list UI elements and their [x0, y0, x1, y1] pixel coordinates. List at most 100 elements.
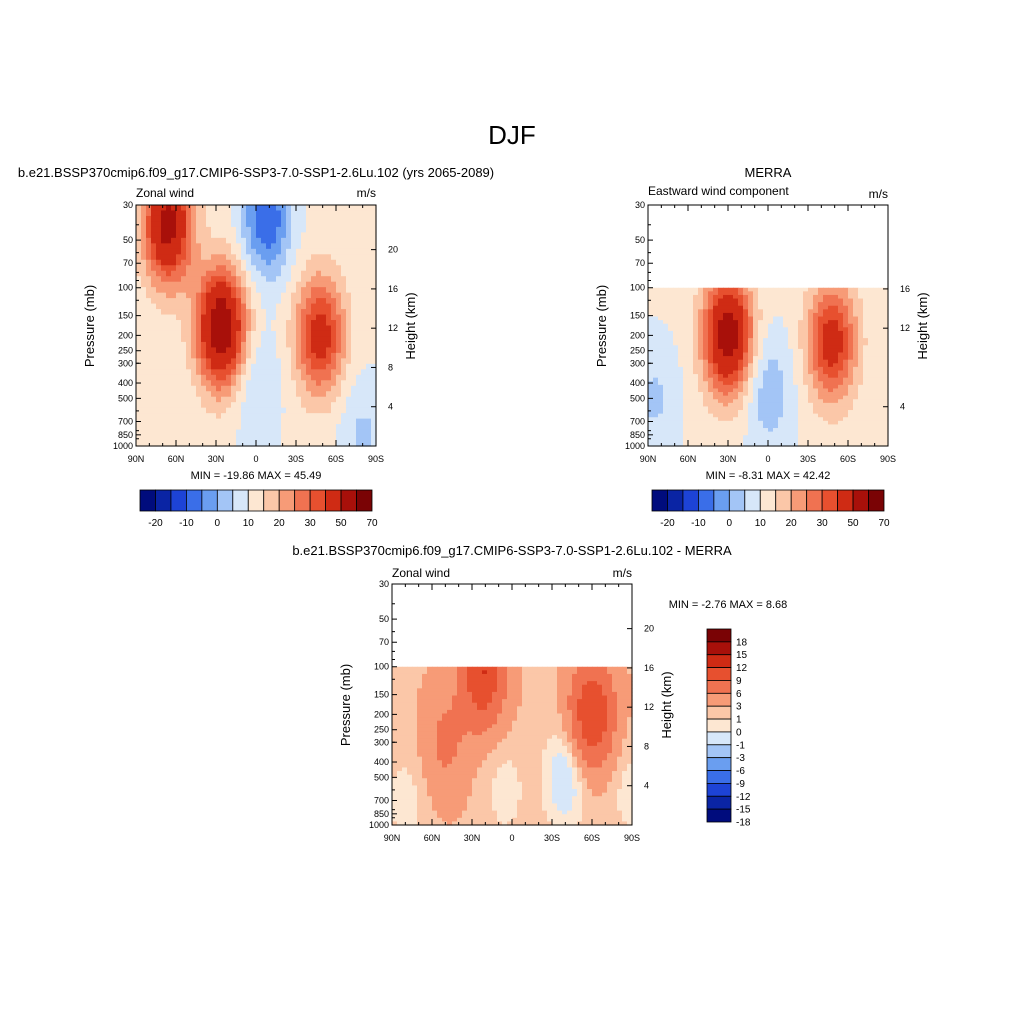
contour-cell	[432, 720, 438, 725]
contour-cell	[798, 316, 804, 321]
contour-cell	[698, 316, 704, 321]
contour-cell	[351, 330, 357, 338]
contour-cell	[136, 276, 142, 283]
contour-cell	[838, 352, 844, 357]
contour-cell	[161, 418, 167, 425]
contour-cell	[236, 369, 242, 376]
contour-cell	[748, 377, 754, 382]
contour-cell	[346, 440, 352, 447]
contour-cell	[141, 352, 147, 359]
contour-cell	[206, 309, 212, 316]
contour-cell	[678, 287, 684, 292]
contour-cell	[783, 291, 789, 296]
contour-cell	[221, 287, 227, 294]
contour-cell	[241, 270, 247, 277]
contour-cell	[728, 417, 734, 422]
contour-cell	[271, 363, 277, 370]
contour-cell	[351, 215, 357, 223]
contour-cell	[366, 418, 372, 425]
contour-cell	[778, 395, 784, 400]
contour-cell	[407, 771, 413, 776]
contour-cell	[863, 370, 869, 375]
contour-cell	[683, 402, 689, 408]
contour-cell	[206, 265, 212, 272]
contour-cell	[688, 395, 694, 400]
contour-cell	[196, 287, 202, 294]
contour-cell	[778, 348, 784, 354]
contour-cell	[868, 413, 874, 418]
contour-cell	[723, 309, 729, 314]
contour-cell	[186, 418, 192, 425]
contour-cell	[883, 330, 889, 336]
contour-cell	[668, 298, 674, 303]
contour-cell	[296, 226, 302, 233]
contour-cell	[668, 442, 674, 447]
contour-cell	[437, 699, 443, 704]
contour-cell	[211, 309, 217, 316]
contour-cell	[808, 334, 814, 339]
contour-cell	[442, 760, 448, 765]
contour-cell	[417, 753, 423, 758]
contour-cell	[432, 691, 438, 697]
contour-cell	[191, 298, 197, 305]
contour-cell	[306, 413, 312, 420]
contour-cell	[728, 410, 734, 415]
contour-cell	[251, 232, 257, 239]
contour-cell	[683, 291, 689, 296]
contour-cell	[668, 359, 674, 364]
contour-cell	[321, 226, 327, 233]
contour-cell	[311, 402, 317, 409]
contour-cell	[392, 753, 398, 758]
contour-cell	[371, 435, 377, 442]
contour-cell	[748, 356, 754, 361]
contour-cell	[442, 666, 448, 671]
contour-cell	[783, 384, 789, 390]
contour-cell	[673, 413, 679, 418]
contour-cell	[321, 259, 327, 266]
contour-cell	[723, 327, 729, 332]
contour-cell	[793, 323, 799, 328]
contour-cell	[713, 406, 719, 411]
contour-cell	[286, 374, 292, 381]
contour-cell	[141, 226, 147, 233]
contour-cell	[397, 785, 403, 790]
contour-cell	[336, 243, 342, 250]
contour-cell	[863, 294, 869, 300]
contour-cell	[341, 270, 347, 277]
contour-cell	[848, 442, 854, 447]
contour-cell	[788, 312, 794, 318]
contour-cell	[803, 381, 809, 386]
contour-cell	[181, 205, 187, 212]
contour-cell	[763, 298, 769, 303]
contour-cell	[442, 699, 448, 704]
contour-cell	[397, 774, 403, 779]
contour-cell	[728, 352, 734, 357]
contour-cell	[146, 352, 152, 359]
contour-cell	[788, 374, 794, 379]
contour-cell	[171, 320, 177, 327]
contour-cell	[683, 413, 689, 418]
contour-cell	[316, 254, 322, 261]
contour-cell	[878, 309, 884, 314]
contour-cell	[863, 287, 869, 292]
contour-cell	[858, 381, 864, 386]
contour-cell	[763, 363, 769, 368]
contour-cell	[858, 291, 864, 296]
contour-cell	[266, 292, 272, 299]
contour-cell	[733, 413, 739, 418]
contour-cell	[221, 215, 227, 223]
contour-cell	[803, 377, 809, 382]
contour-cell	[276, 314, 282, 321]
contour-cell	[422, 789, 428, 794]
contour-cell	[286, 320, 292, 327]
contour-cell	[873, 413, 879, 418]
contour-cell	[723, 370, 729, 375]
contour-cell	[437, 767, 443, 772]
contour-cell	[803, 341, 809, 346]
contour-cell	[678, 305, 684, 310]
contour-cell	[823, 399, 829, 404]
contour-cell	[276, 210, 282, 217]
contour-cell	[402, 706, 408, 711]
contour-cell	[437, 691, 443, 697]
contour-cell	[141, 330, 147, 338]
